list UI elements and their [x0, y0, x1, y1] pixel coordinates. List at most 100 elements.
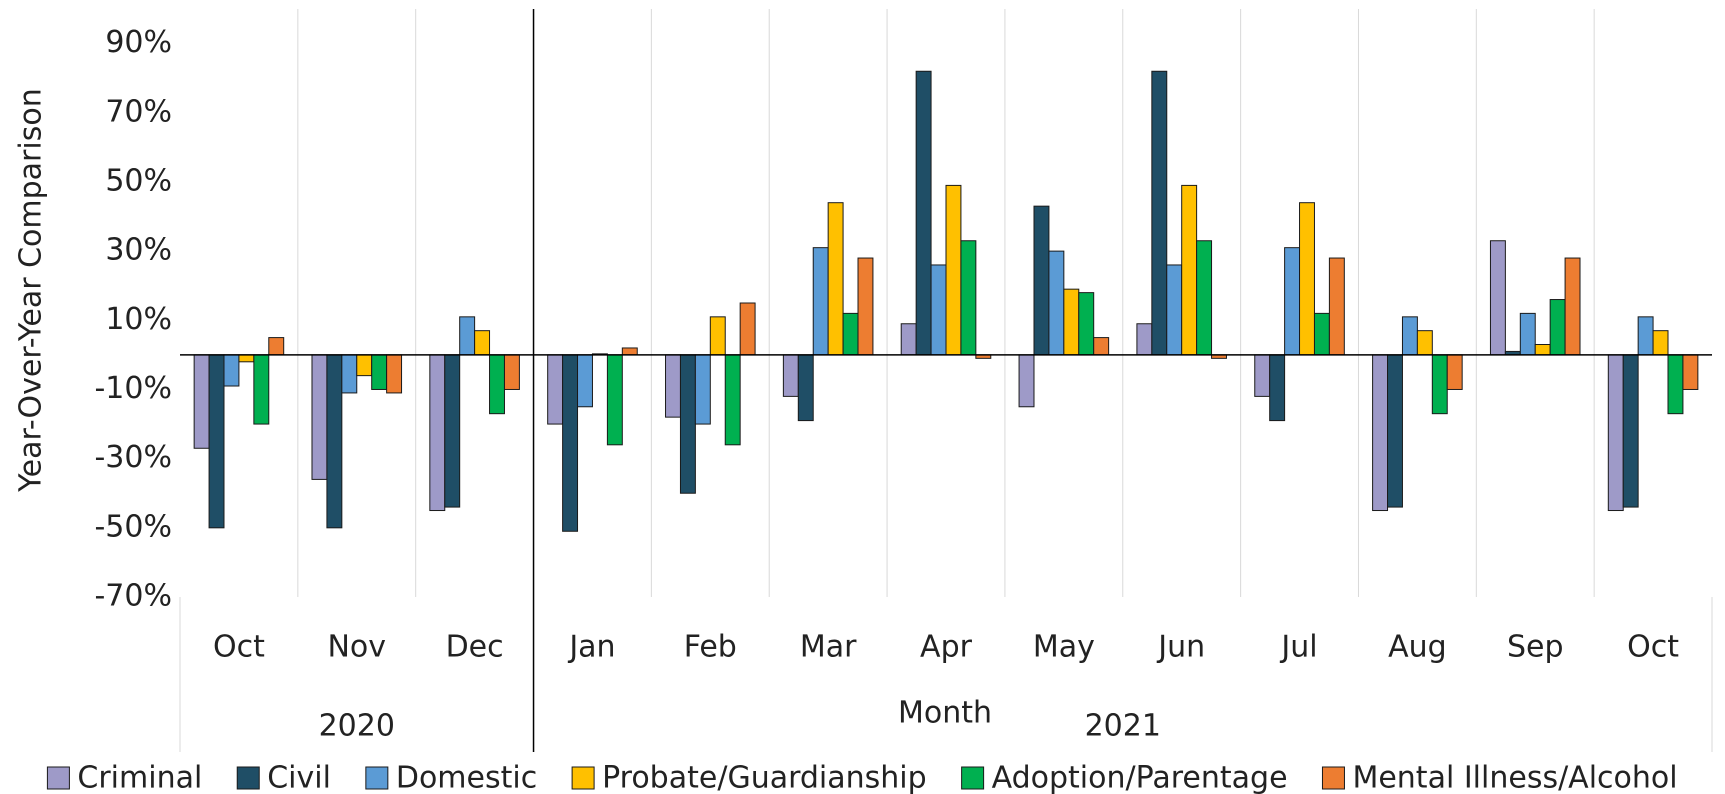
x-tick-label: Aug [1388, 630, 1447, 665]
bar [223, 354, 240, 387]
legend-label: Mental Illness/Alcohol [1352, 761, 1677, 794]
x-tick-label: Jul [1279, 630, 1317, 665]
legend-swatch [365, 766, 389, 790]
y-tick-label: 10% [105, 302, 172, 337]
bar [311, 354, 328, 480]
y-tick-label: -30% [94, 440, 172, 475]
x-axis-title: Month [898, 696, 992, 731]
bar [1534, 344, 1551, 356]
bar [960, 240, 977, 356]
bar [1299, 202, 1315, 356]
x-tick-label: Oct [1627, 630, 1679, 665]
legend-swatch [961, 766, 985, 790]
bar [1652, 330, 1669, 356]
y-tick-label: 30% [105, 233, 172, 268]
bar [842, 312, 859, 356]
bar [1063, 288, 1080, 356]
bar [268, 337, 285, 356]
x-tick-label: Apr [920, 630, 973, 665]
bar [1196, 240, 1213, 356]
x-tick-label: Nov [327, 630, 386, 665]
bar [915, 70, 932, 356]
bar [1136, 323, 1153, 356]
y-tick-label: -10% [94, 371, 172, 406]
bar [371, 354, 388, 390]
bar [1151, 70, 1168, 356]
bar [577, 354, 593, 408]
bar [1093, 337, 1110, 356]
y-axis-title: Year-Over-Year Comparison [14, 88, 49, 492]
legend-label: Civil [267, 761, 331, 794]
bar [1401, 316, 1418, 356]
bar [1018, 354, 1035, 408]
legend-swatch [571, 766, 595, 790]
bar [679, 354, 696, 494]
y-tick-label: 50% [105, 163, 172, 198]
bar [1284, 247, 1301, 356]
bar [444, 354, 461, 508]
x-tick-label: Jan [567, 630, 615, 665]
bar [900, 323, 917, 356]
bar [1667, 354, 1684, 415]
bar [945, 184, 962, 356]
x-tick-label: Dec [446, 630, 504, 665]
bar [857, 257, 874, 356]
bar [1637, 316, 1654, 356]
y-tick-label: -50% [94, 509, 172, 544]
bar [326, 354, 343, 529]
bar [208, 354, 225, 529]
bar [1078, 292, 1095, 356]
legend-swatch [46, 766, 70, 790]
x-tick-label: Jun [1156, 630, 1205, 665]
bar [474, 330, 491, 356]
legend-swatch [236, 766, 260, 790]
bar [1416, 330, 1433, 356]
x-tick-label: May [1033, 630, 1095, 665]
bar [459, 316, 476, 356]
bar [238, 354, 255, 363]
bar [621, 347, 638, 356]
group-label: 2020 [319, 709, 395, 744]
bar [356, 354, 373, 377]
bar [827, 202, 844, 356]
bar [341, 354, 358, 394]
legend-label: Criminal [77, 761, 202, 794]
bar [1519, 312, 1536, 356]
bar [1269, 354, 1286, 422]
x-tick-label: Mar [800, 630, 857, 665]
bar [797, 354, 814, 422]
bar [1549, 299, 1566, 356]
bar [1489, 240, 1506, 356]
bar [665, 354, 681, 418]
bar [547, 354, 564, 425]
bar [193, 354, 210, 449]
bar [694, 354, 711, 425]
bar [1387, 354, 1403, 508]
legend-label: Probate/Guardianship [602, 761, 927, 794]
bar [1607, 354, 1624, 512]
bar [1446, 354, 1463, 390]
x-tick-label: Sep [1507, 630, 1564, 665]
bar [562, 354, 579, 532]
bar [1181, 184, 1198, 356]
bar [429, 354, 446, 512]
bar [1313, 312, 1330, 356]
y-tick-label: 90% [105, 25, 172, 60]
bar [709, 316, 726, 356]
bar [1048, 250, 1065, 356]
x-tick-label: Oct [213, 630, 265, 665]
bar [739, 302, 756, 356]
bar [253, 354, 270, 425]
bar [1166, 264, 1183, 356]
bar [812, 247, 829, 356]
group-label: 2021 [1085, 709, 1161, 744]
bar [386, 354, 403, 394]
x-tick-label: Feb [684, 630, 737, 665]
bar [782, 354, 799, 397]
bar [1682, 354, 1699, 390]
bar [1254, 354, 1271, 397]
legend-label: Adoption/Parentage [992, 761, 1288, 794]
y-tick-label: 70% [105, 94, 172, 129]
bar [1431, 354, 1448, 415]
